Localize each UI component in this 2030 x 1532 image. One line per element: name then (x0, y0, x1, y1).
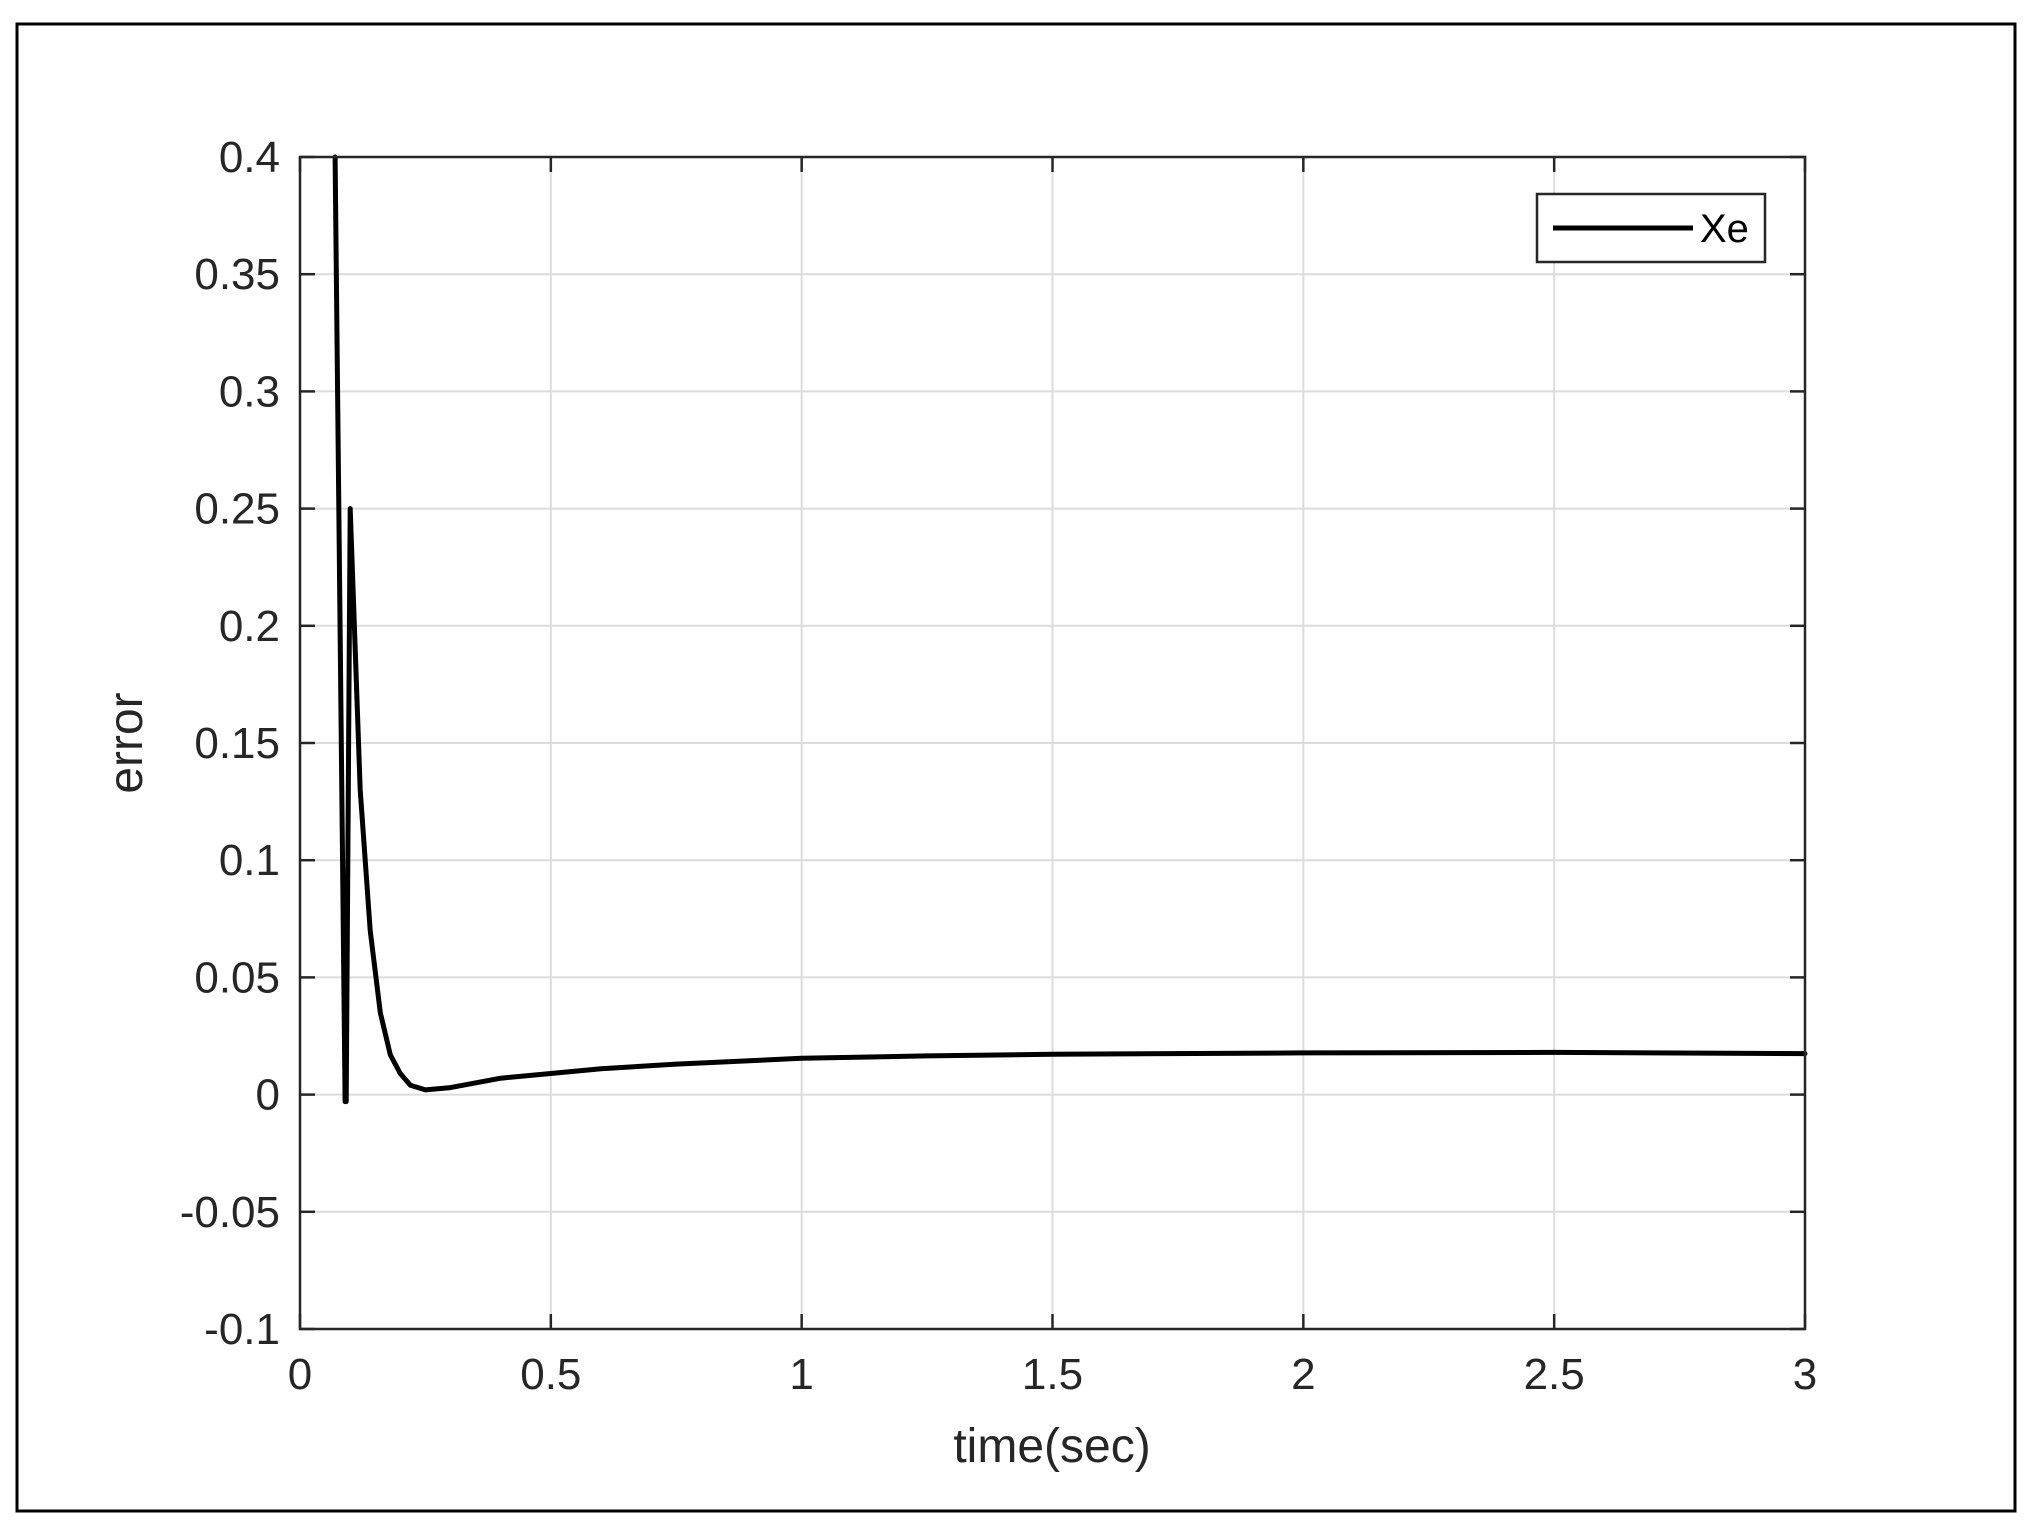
y-tick-label: -0.05 (180, 1188, 280, 1237)
y-tick-label: 0.25 (194, 485, 280, 534)
y-tick-label: 0.3 (219, 367, 280, 416)
x-tick-label: 1.5 (1022, 1350, 1083, 1399)
x-tick-label: 2 (1291, 1350, 1315, 1399)
x-tick-label: 0 (288, 1350, 312, 1399)
y-tick-label: 0 (256, 1071, 280, 1120)
x-tick-label: 1 (789, 1350, 813, 1399)
y-tick-label: 0.05 (194, 953, 280, 1002)
series-layer (332, 154, 1808, 1105)
tick-marks (298, 155, 1807, 1331)
legend[interactable]: Xe (1535, 192, 1767, 264)
y-tick-label: -0.1 (204, 1305, 280, 1354)
x-tick-label: 0.5 (520, 1350, 581, 1399)
series-line-xe (332, 154, 1808, 1105)
x-tick-labels: 0 0.5 1 1.5 2 2.5 3 (288, 1350, 1817, 1399)
x-tick-label: 2.5 (1524, 1350, 1585, 1399)
legend-label-xe: Xe (1700, 207, 1749, 251)
x-axis-label: time(sec) (953, 1420, 1150, 1473)
x-tick-label: 3 (1793, 1350, 1817, 1399)
grid-lines (300, 157, 1805, 1329)
plot-area (298, 154, 1808, 1331)
y-tick-label: 0.4 (219, 133, 280, 182)
y-tick-label: 0.2 (219, 602, 280, 651)
y-tick-label: 0.35 (194, 250, 280, 299)
y-tick-labels: -0.1 -0.05 0 0.05 0.1 0.15 0.2 0.25 0.3 0.35 0.4 (180, 133, 280, 1354)
y-tick-label: 0.15 (194, 719, 280, 768)
y-axis-label: error (100, 692, 153, 793)
y-tick-label: 0.1 (219, 836, 280, 885)
